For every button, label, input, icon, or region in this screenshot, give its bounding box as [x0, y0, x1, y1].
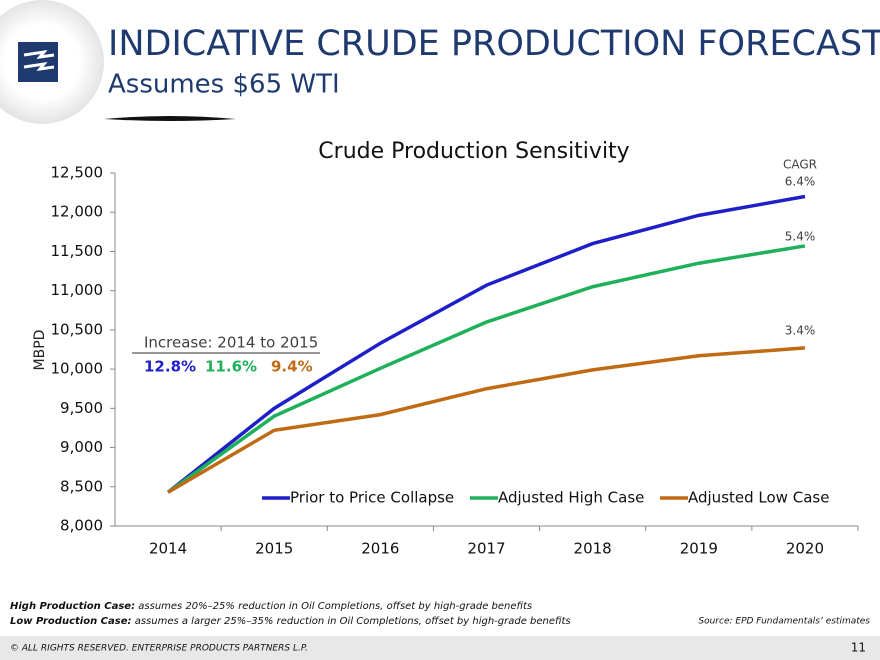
x-tick-label: 2019	[680, 540, 718, 558]
x-tick-label: 2016	[361, 540, 399, 558]
annotation: 11.6%	[205, 358, 257, 376]
note-text: assumes a larger 25%–35% reduction in Oi…	[135, 616, 571, 627]
y-tick-label: 10,000	[51, 360, 104, 378]
series-line	[166, 194, 806, 494]
y-tick-label: 9,500	[60, 399, 103, 417]
logo	[18, 42, 58, 82]
y-tick-label: 9,000	[60, 438, 103, 456]
copyright: © ALL RIGHTS RESERVED. ENTERPRISE PRODUC…	[10, 644, 308, 654]
x-tick-label: 2014	[149, 540, 187, 558]
y-tick-label: 11,000	[51, 281, 104, 299]
legend-label: Prior to Price Collapse	[290, 489, 454, 507]
annotation: 6.4%	[785, 175, 816, 189]
series-line	[167, 346, 806, 494]
footer-bar	[0, 636, 880, 660]
y-tick-label: 11,500	[51, 242, 104, 260]
x-tick-label: 2020	[786, 540, 824, 558]
series-line	[167, 244, 806, 494]
annotation: 5.4%	[785, 230, 816, 244]
swoosh	[104, 116, 236, 121]
x-tick-label: 2017	[467, 540, 505, 558]
y-tick-label: 10,500	[51, 320, 104, 338]
annotation: CAGR	[783, 158, 817, 172]
source: Source: EPD Fundamentals’ estimates	[698, 617, 870, 627]
note: Low Production Case: assumes a larger 25…	[10, 616, 571, 627]
page-number: 11	[851, 641, 866, 655]
annotation: 3.4%	[785, 324, 816, 338]
slide-subtitle: Assumes $65 WTI	[108, 70, 340, 100]
annotation: 9.4%	[271, 358, 313, 376]
y-axis-label: MBPD	[32, 330, 48, 371]
legend-label: Adjusted High Case	[498, 489, 644, 507]
note-label: Low Production Case:	[10, 616, 132, 627]
annotation: 12.8%	[144, 358, 196, 376]
note-text: assumes 20%–25% reduction in Oil Complet…	[138, 601, 532, 612]
y-tick-label: 8,000	[60, 517, 103, 535]
note-label: High Production Case:	[10, 601, 135, 612]
y-tick-label: 12,500	[51, 164, 104, 182]
legend-label: Adjusted Low Case	[688, 489, 829, 507]
y-tick-label: 12,000	[51, 203, 104, 221]
annotation: Increase: 2014 to 2015	[144, 334, 318, 352]
x-tick-label: 2015	[255, 540, 293, 558]
chart-title: Crude Production Sensitivity	[318, 139, 629, 164]
y-tick-label: 8,500	[60, 477, 103, 495]
x-tick-label: 2018	[574, 540, 612, 558]
slide-title: INDICATIVE CRUDE PRODUCTION FORECASTS	[108, 24, 880, 64]
note: High Production Case: assumes 20%–25% re…	[10, 601, 532, 612]
